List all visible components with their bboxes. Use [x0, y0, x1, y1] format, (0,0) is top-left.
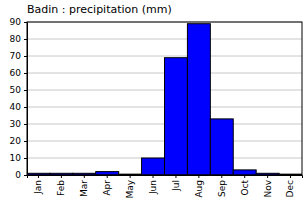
y-tick-label: 90: [10, 17, 22, 27]
bar: [187, 24, 210, 175]
y-tick-mark: [24, 56, 27, 57]
y-tick: 30: [10, 119, 27, 129]
x-tick-label: Jul: [171, 180, 181, 192]
bar: [142, 158, 165, 175]
x-tick-label: Aug: [194, 180, 204, 198]
y-tick: 40: [10, 102, 27, 112]
bar: [210, 119, 233, 175]
y-tick-mark: [24, 141, 27, 142]
x-tick-label: Feb: [56, 180, 66, 196]
y-tick-label: 40: [10, 102, 22, 112]
y-tick-label: 10: [10, 153, 22, 163]
x-tick-label: Mar: [79, 180, 89, 197]
x-tick-mark: [38, 175, 39, 178]
y-tick: 50: [10, 85, 27, 95]
y-tick: 90: [10, 17, 27, 27]
x-tick-label: May: [125, 179, 135, 198]
y-tick-label: 60: [10, 68, 22, 78]
y-tick-mark: [24, 107, 27, 108]
y-tick-label: 20: [10, 136, 22, 146]
y-axis: 0 10 20 30 40 50 60 70 80 90: [10, 17, 28, 180]
y-tick: 70: [10, 51, 27, 61]
y-tick: 60: [10, 68, 27, 78]
x-tick-mark: [107, 175, 108, 178]
x-tick-mark: [61, 175, 62, 178]
y-tick-label: 0: [15, 170, 21, 180]
x-tick: Dec: [285, 175, 295, 197]
y-tick-mark: [24, 124, 27, 125]
y-axis-line: [24, 23, 28, 176]
x-axis: Jan Feb Mar Apr May Jun Jul Aug Sep Oct Nov Dec: [28, 175, 303, 199]
x-tick: Jul: [171, 175, 181, 192]
x-tick-mark: [244, 175, 245, 178]
y-tick: 0: [15, 170, 27, 180]
grid: [27, 22, 302, 175]
title: Badin : precipitation (mm): [27, 3, 172, 16]
x-tick-mark: [198, 175, 199, 178]
y-tick-label: 30: [10, 119, 22, 129]
x-tick-label: Jun: [148, 180, 158, 195]
bar: [233, 170, 256, 175]
y-tick-mark: [24, 158, 27, 159]
y-tick: 10: [10, 153, 27, 163]
x-tick-mark: [153, 175, 154, 178]
x-tick: Mar: [79, 175, 89, 197]
x-tick-label: Dec: [285, 180, 295, 197]
x-tick-label: Oct: [240, 180, 250, 196]
y-tick: 20: [10, 136, 27, 146]
y-tick-mark: [24, 90, 27, 91]
grid-line: [27, 39, 302, 40]
x-tick-mark: [221, 175, 222, 178]
y-tick-mark: [24, 73, 27, 74]
x-tick: Jan: [33, 175, 43, 195]
x-tick-label: Sep: [217, 180, 227, 197]
x-tick-mark: [267, 175, 268, 178]
y-tick-mark: [24, 39, 27, 40]
x-tick: Sep: [217, 175, 227, 197]
x-tick-mark: [290, 175, 291, 178]
plot: 0 10 20 30 40 50 60 70 80 90 Jan Feb Mar Apr May Jun Jul…: [10, 17, 303, 198]
x-tick-mark: [84, 175, 85, 178]
y-tick: 80: [10, 34, 27, 44]
y-tick-label: 50: [10, 85, 22, 95]
x-tick: Feb: [56, 175, 66, 196]
x-tick-mark: [175, 175, 176, 178]
y-tick-label: 70: [10, 51, 22, 61]
grid-line: [27, 56, 302, 57]
plot-frame: [27, 22, 302, 175]
chart: 0 10 20 30 40 50 60 70 80 90 Jan Feb Mar Apr May Jun Jul…: [0, 0, 306, 200]
bar: [165, 58, 188, 175]
x-tick-label: Jan: [33, 180, 43, 195]
x-tick: Aug: [194, 175, 204, 198]
x-tick: Oct: [240, 175, 250, 196]
x-tick: Apr: [102, 175, 112, 196]
y-tick-mark: [24, 175, 27, 176]
x-tick: May: [125, 175, 135, 199]
x-tick: Nov: [263, 175, 273, 198]
x-tick-label: Apr: [102, 180, 112, 196]
x-tick-mark: [130, 175, 131, 178]
y-tick-label: 80: [10, 34, 22, 44]
x-tick-label: Nov: [263, 179, 273, 197]
bars: [27, 24, 302, 175]
y-tick-mark: [24, 22, 27, 23]
x-axis-line: [28, 176, 303, 179]
bar: [96, 172, 119, 175]
x-tick: Jun: [148, 175, 158, 195]
